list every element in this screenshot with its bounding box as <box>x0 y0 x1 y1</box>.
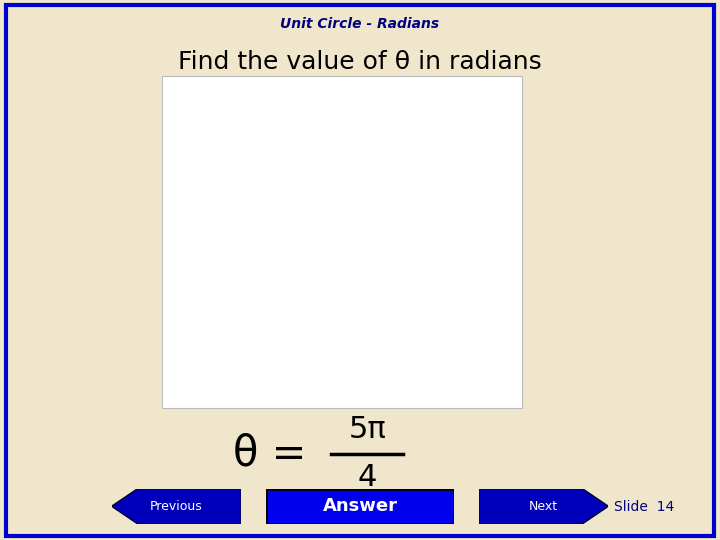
Text: -1: -1 <box>324 344 334 354</box>
Text: Next: Next <box>529 500 558 513</box>
Text: θ: θ <box>289 193 305 221</box>
Polygon shape <box>112 489 241 524</box>
Polygon shape <box>479 489 608 524</box>
Text: θ =: θ = <box>233 433 307 475</box>
Text: x: x <box>488 228 495 241</box>
Text: 5π: 5π <box>348 415 386 444</box>
Text: y: y <box>346 85 354 98</box>
Text: Find the value of θ in radians: Find the value of θ in radians <box>178 50 542 74</box>
Text: -1: -1 <box>227 247 237 258</box>
Text: Previous: Previous <box>150 500 203 513</box>
Text: Slide  14: Slide 14 <box>614 500 675 514</box>
Text: 4: 4 <box>358 463 377 492</box>
Text: Unit Circle - Radians: Unit Circle - Radians <box>280 17 440 31</box>
Text: Answer: Answer <box>323 497 397 515</box>
